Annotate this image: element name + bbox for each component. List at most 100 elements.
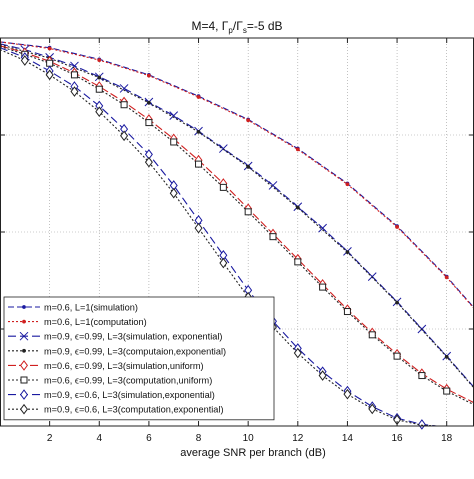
data-point bbox=[269, 233, 277, 241]
series-2 bbox=[0, 41, 474, 309]
data-point bbox=[219, 183, 227, 191]
x-tick-label: 2 bbox=[47, 433, 53, 444]
series-layer bbox=[0, 41, 474, 430]
legend-box bbox=[3, 296, 275, 421]
x-tick-label: 8 bbox=[196, 433, 202, 444]
legend-marker bbox=[22, 319, 26, 324]
series-line bbox=[0, 41, 474, 309]
data-point bbox=[97, 75, 102, 80]
legend-entry: m=0.6, L=1(simulation) bbox=[8, 303, 138, 313]
data-point bbox=[97, 58, 102, 63]
legend-marker bbox=[22, 305, 26, 309]
data-point bbox=[169, 111, 179, 120]
data-point bbox=[368, 331, 376, 339]
data-point bbox=[196, 95, 201, 99]
legend-label: m=0.9, ϵ=0.99, L=3(simulation, exponenti… bbox=[44, 332, 222, 342]
data-point bbox=[343, 388, 352, 400]
legend-entry: m=0.6, L=1(computation) bbox=[8, 317, 147, 327]
chart-title: M=4, Γp/Γs=-5 dB bbox=[191, 19, 282, 35]
legend-label: m=0.9, ϵ=0.99, L=3(computaion,exponentia… bbox=[44, 346, 226, 356]
legend-label: m=0.6, L=1(computation) bbox=[44, 317, 147, 327]
legend-marker bbox=[20, 403, 28, 415]
legend-entry: m=0.9, ϵ=0.99, L=3(simulation, exponenti… bbox=[8, 332, 222, 342]
legend-marker bbox=[20, 360, 28, 371]
data-point bbox=[196, 129, 201, 134]
data-point bbox=[20, 55, 29, 66]
legend-label: m=0.6, ϵ=0.99, L=3(simulation,uniform) bbox=[44, 361, 204, 371]
data-point bbox=[144, 156, 153, 168]
data-point bbox=[293, 347, 302, 359]
legend-entry: m=0.9, ϵ=0.6, L=3(computation,exponentia… bbox=[8, 403, 224, 415]
data-point bbox=[294, 258, 302, 266]
data-point bbox=[120, 130, 129, 142]
data-point bbox=[46, 59, 54, 67]
data-point bbox=[444, 355, 449, 359]
marker-stroke bbox=[169, 111, 179, 120]
data-point bbox=[345, 250, 350, 255]
data-point bbox=[343, 308, 351, 316]
x-axis-label: average SNR per branch (dB) bbox=[180, 447, 326, 459]
x-tick-label: 4 bbox=[96, 433, 102, 444]
x-tick-label: 12 bbox=[292, 433, 304, 444]
data-point bbox=[244, 208, 252, 216]
data-point bbox=[443, 387, 451, 395]
data-point bbox=[268, 181, 278, 190]
data-point bbox=[393, 352, 401, 360]
x-tick-label: 6 bbox=[146, 433, 152, 444]
marker-stroke bbox=[70, 61, 79, 71]
data-point bbox=[70, 71, 78, 79]
legend: m=0.6, L=1(simulation) m=0.6, L=1(computa… bbox=[3, 296, 275, 421]
series-line bbox=[0, 45, 474, 404]
marker-stroke bbox=[19, 331, 29, 341]
marker-stroke bbox=[318, 223, 327, 233]
data-point bbox=[147, 100, 151, 105]
data-point bbox=[169, 187, 178, 199]
marker-stroke bbox=[218, 144, 228, 153]
data-point bbox=[170, 138, 178, 146]
data-point bbox=[295, 205, 300, 210]
data-point bbox=[246, 118, 251, 123]
legend-label: m=0.6, ϵ=0.99, L=3(computation,uniform) bbox=[44, 376, 212, 386]
data-point bbox=[318, 223, 327, 233]
series-1 bbox=[0, 41, 474, 309]
series-line bbox=[0, 41, 474, 309]
series-line bbox=[0, 44, 474, 389]
data-point bbox=[45, 69, 54, 81]
x-tick-label: 18 bbox=[441, 433, 453, 444]
data-point bbox=[145, 119, 153, 127]
data-point bbox=[395, 225, 399, 229]
data-point bbox=[368, 403, 377, 415]
data-point bbox=[246, 164, 251, 169]
legend-entry: m=0.9, ϵ=0.99, L=3(computaion,exponentia… bbox=[8, 346, 226, 356]
legend-entry: m=0.9, ϵ=0.6, L=3(simulation,exponential… bbox=[8, 389, 215, 400]
data-point bbox=[95, 85, 103, 93]
data-point bbox=[319, 283, 327, 291]
data-point bbox=[295, 147, 300, 152]
marker-stroke bbox=[119, 84, 129, 93]
legend-marker bbox=[20, 389, 28, 400]
x-tick-label: 10 bbox=[243, 433, 255, 444]
legend-entry: m=0.6, ϵ=0.99, L=3(simulation,uniform) bbox=[8, 360, 204, 371]
data-point bbox=[195, 160, 203, 168]
x-tick-label: 16 bbox=[392, 433, 404, 444]
legend-marker bbox=[19, 331, 29, 341]
legend-label: m=0.6, L=1(simulation) bbox=[44, 303, 138, 313]
series-line bbox=[0, 43, 474, 388]
x-tick-label: 14 bbox=[342, 433, 354, 444]
legend-marker bbox=[20, 376, 28, 384]
data-point bbox=[120, 101, 128, 109]
data-point bbox=[194, 222, 203, 234]
data-point bbox=[219, 257, 228, 269]
series-6 bbox=[0, 45, 474, 406]
data-point bbox=[47, 46, 52, 51]
data-point bbox=[444, 275, 449, 280]
data-point bbox=[119, 84, 129, 93]
data-point bbox=[417, 419, 426, 430]
series-8 bbox=[0, 49, 437, 427]
legend-label: m=0.9, ϵ=0.6, L=3(computation,exponentia… bbox=[44, 405, 224, 415]
legend-label: m=0.9, ϵ=0.6, L=3(simulation,exponential… bbox=[44, 390, 215, 400]
marker-stroke bbox=[268, 181, 278, 190]
data-point bbox=[318, 370, 327, 381]
data-point bbox=[95, 106, 104, 118]
